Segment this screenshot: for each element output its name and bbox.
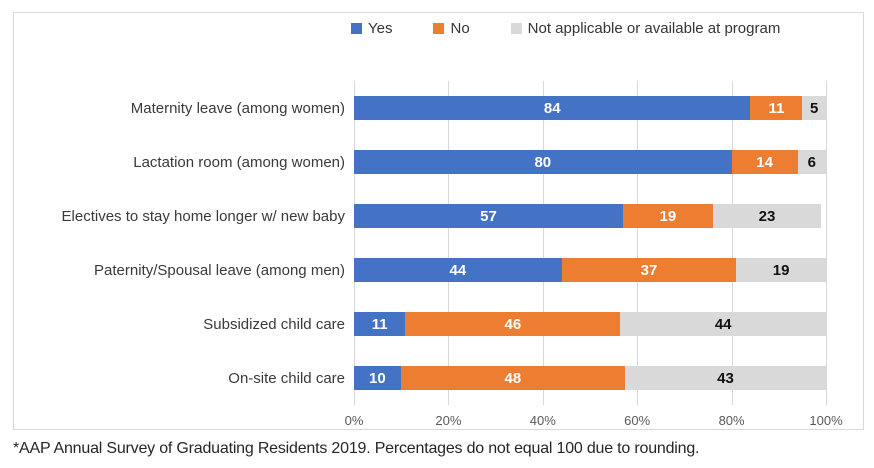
gridline xyxy=(637,81,639,405)
category-label: Maternity leave (among women) xyxy=(130,99,345,117)
x-tick-label: 0% xyxy=(344,413,364,428)
legend-swatch xyxy=(351,23,362,34)
bar-value-label: 57 xyxy=(480,207,497,225)
bar-value-label: 11 xyxy=(371,315,388,333)
bar-value-label: 6 xyxy=(807,153,816,171)
bar-row: 84 11 5 xyxy=(354,81,826,135)
bar-row: 11 46 44 xyxy=(354,297,826,351)
category-label: Paternity/Spousal leave (among men) xyxy=(94,261,345,279)
bar-segment-no: 37 xyxy=(561,258,737,282)
bar-value-label: 43 xyxy=(717,369,734,387)
bar-segment-no: 46 xyxy=(405,312,621,336)
bar-segment-yes: 10 xyxy=(354,366,401,390)
chart-footnote: *AAP Annual Survey of Graduating Residen… xyxy=(13,440,700,457)
bar-track: 11 46 44 xyxy=(354,312,826,336)
bar-value-label: 84 xyxy=(543,99,561,117)
category-label: Subsidized child care xyxy=(203,315,345,333)
gridline xyxy=(731,81,733,405)
bar-row: 10 48 43 xyxy=(354,351,826,405)
bar-track: 44 37 19 xyxy=(354,258,826,282)
bar-value-label: 44 xyxy=(449,261,467,279)
plot-area: 84 11 5 80 14 6 57 19 23 44 37 19 11 46 44 10 48 43 xyxy=(354,81,827,405)
bar-value-label: 80 xyxy=(534,153,552,171)
bar-segment-no: 48 xyxy=(400,366,626,390)
bar-value-label: 23 xyxy=(758,207,776,225)
gridline xyxy=(542,81,544,405)
legend-swatch xyxy=(433,23,445,34)
bar-value-label: 10 xyxy=(369,369,386,387)
gridline xyxy=(354,81,355,405)
x-tick-label: 40% xyxy=(529,413,556,428)
legend-label: No xyxy=(450,20,470,37)
bar-segment-no: 14 xyxy=(731,150,798,174)
bar-segment-yes: 84 xyxy=(354,96,751,120)
bar-value-label: 46 xyxy=(504,315,522,333)
bar-value-label: 19 xyxy=(659,207,677,225)
x-tick-label: 100% xyxy=(809,413,843,428)
x-tick-label: 80% xyxy=(718,413,745,428)
legend-label: Yes xyxy=(368,20,393,37)
legend-label: Not applicable or available at program xyxy=(527,20,781,37)
bar-track: 57 19 23 xyxy=(354,204,826,228)
category-label: Lactation room (among women) xyxy=(133,153,345,171)
bar-value-label: 37 xyxy=(640,261,658,279)
legend-swatch xyxy=(510,23,522,34)
bar-value-label: 14 xyxy=(756,153,773,171)
x-tick-label: 60% xyxy=(624,413,651,428)
bar-segment-yes: 44 xyxy=(354,258,562,282)
bar-value-label: 19 xyxy=(772,261,790,279)
legend-item: No xyxy=(433,20,470,37)
chart-frame: Yes No Not applicable or available at prog… xyxy=(13,12,864,430)
bar-value-label: 11 xyxy=(768,99,785,117)
bar-row: 44 37 19 xyxy=(354,243,826,297)
chart-legend: Yes No Not applicable or available at prog… xyxy=(351,20,780,37)
gridline xyxy=(826,81,827,405)
category-label: Electives to stay home longer w/ new bab… xyxy=(61,207,345,225)
category-label: On-site child care xyxy=(228,369,345,387)
category-labels-column: Maternity leave (among women) Lactation r… xyxy=(14,81,345,405)
bar-value-label: 5 xyxy=(810,99,819,117)
bar-track: 84 11 5 xyxy=(354,96,826,120)
bar-segment-not: 44 xyxy=(620,312,826,336)
gridline xyxy=(448,81,450,405)
legend-item: Not applicable or available at program xyxy=(510,20,781,37)
bar-track: 10 48 43 xyxy=(354,366,826,390)
bar-segment-yes: 80 xyxy=(354,150,732,174)
bar-segment-not: 43 xyxy=(625,366,826,390)
bar-value-label: 48 xyxy=(504,369,522,387)
legend-item: Yes xyxy=(351,20,392,37)
bar-segment-not: 19 xyxy=(736,258,826,282)
bar-value-label: 44 xyxy=(714,315,732,333)
bar-segment-not: 6 xyxy=(797,150,826,174)
x-axis-ticks: 0% 20% 40% 60% 80% 100% xyxy=(345,413,843,431)
bar-segment-not: 5 xyxy=(802,96,826,120)
bar-segment-yes: 11 xyxy=(354,312,406,336)
bars-layer: 84 11 5 80 14 6 57 19 23 44 37 19 11 46 44 10 48 43 xyxy=(354,81,826,405)
bar-segment-yes: 57 xyxy=(354,204,624,228)
x-tick-label: 20% xyxy=(435,413,462,428)
bar-row: 80 14 6 xyxy=(354,135,826,189)
bar-track: 80 14 6 xyxy=(354,150,826,174)
bar-row: 57 19 23 xyxy=(354,189,826,243)
bar-segment-no: 19 xyxy=(623,204,713,228)
gridlines-layer xyxy=(354,81,827,405)
bar-segment-not: 23 xyxy=(712,204,822,228)
bar-segment-no: 11 xyxy=(750,96,803,120)
